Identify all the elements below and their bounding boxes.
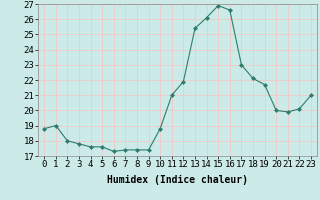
X-axis label: Humidex (Indice chaleur): Humidex (Indice chaleur): [107, 175, 248, 185]
